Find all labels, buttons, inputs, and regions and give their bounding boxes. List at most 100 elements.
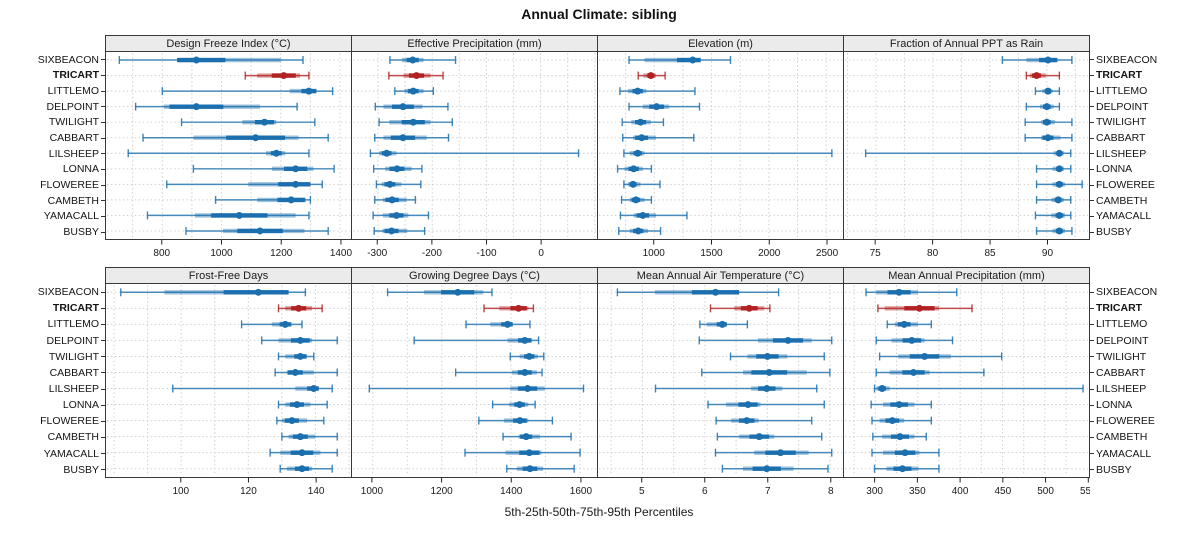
station-label-row: LITTLEMO (1090, 316, 1197, 332)
station-label: DELPOINT (1096, 334, 1149, 347)
station-label-row: DELPOINT (0, 99, 105, 115)
station-label: FLOWEREE (40, 415, 99, 428)
x-axis-tick-label: 75 (870, 248, 882, 259)
x-axis-tick-label: 0 (538, 248, 544, 259)
percentile-mark-sixbeacon (118, 56, 304, 64)
panel-strip-title: Growing Degree Days (°C) (351, 267, 598, 284)
percentile-mark-cabbart (622, 133, 695, 142)
station-label: BUSBY (63, 463, 99, 476)
panel-plot-area (597, 52, 844, 240)
station-labels-left-top: SIXBEACON TRICART LITTLEMO DELPOINT TWILIGHT… (0, 35, 105, 240)
panel-strip-title: Mean Annual Precipitation (mm) (843, 267, 1090, 284)
station-label-row: TRICART (1090, 68, 1197, 84)
station-label-row: YAMACALL (1090, 209, 1197, 225)
panel-strip-title: Fraction of Annual PPT as Rain (843, 35, 1090, 52)
y-axis-tick (101, 453, 105, 455)
percentile-mark-lilsheep (873, 384, 1084, 393)
percentile-mark-delpoint (374, 102, 449, 111)
y-axis-tick (101, 420, 105, 422)
y-axis-tick (101, 340, 105, 342)
percentile-mark-twilight (729, 352, 825, 361)
percentile-mark-lonna (277, 400, 328, 409)
percentile-mark-cambeth (620, 195, 653, 204)
panel-plot-area (843, 52, 1090, 240)
station-label-row: CABBART (0, 365, 105, 381)
station-label-row: BUSBY (0, 462, 105, 478)
panel-effective-precipitation-mm: Effective Precipitation (mm) -300 -200 -100… (351, 35, 598, 261)
y-axis-tick (1090, 231, 1094, 233)
station-label-row: TRICART (0, 300, 105, 316)
panel-plot-area (597, 284, 844, 478)
station-label-row: LITTLEMO (0, 316, 105, 332)
percentile-mark-yamacall (372, 211, 430, 220)
percentile-mark-sixbeacon (389, 56, 457, 64)
percentile-mark-cambeth (872, 432, 927, 441)
station-label-row: LONNA (1090, 397, 1197, 413)
percentile-mark-busby (279, 464, 333, 473)
station-label-row: BUSBY (0, 224, 105, 240)
x-axis-tick-label: 1000 (210, 248, 233, 259)
x-axis-tick-label: 7 (765, 486, 771, 497)
x-axis-mean-annual-precipitation-mm: 300 350 400 450 500 550 (866, 478, 1090, 497)
panel-mean-annual-air-temperature-c: Mean Annual Air Temperature (°C) 5 6 7 8 (597, 267, 844, 499)
y-axis-tick (1090, 90, 1094, 92)
station-label-row: SIXBEACON (1090, 52, 1197, 68)
station-label: LITTLEMO (1096, 85, 1148, 98)
percentile-mark-tricart (244, 71, 310, 80)
panel-strip-title: Effective Precipitation (mm) (351, 35, 598, 52)
x-axis-tick-label: -300 (367, 248, 387, 259)
x-axis-caption: 5th-25th-50th-75th-95th Percentiles (504, 505, 694, 519)
percentile-mark-twilight (277, 352, 315, 361)
x-axis-tick-label: 450 (994, 486, 1011, 497)
station-label-row: DELPOINT (1090, 332, 1197, 348)
station-label-row: CAMBETH (0, 193, 105, 209)
station-label: TRICART (52, 69, 99, 82)
y-axis-tick (101, 121, 105, 123)
percentile-mark-yamacall (464, 448, 581, 457)
percentile-mark-twilight (878, 352, 1003, 361)
percentile-mark-tricart (709, 304, 771, 313)
percentile-mark-twilight (378, 118, 453, 127)
percentile-mark-lilsheep (127, 149, 310, 158)
panel-strip-title: Design Freeze Index (°C) (105, 35, 352, 52)
x-axis-design-freeze-index-c: 800 1000 1200 1400 (153, 240, 352, 259)
percentile-mark-lonna (707, 400, 825, 409)
percentile-mark-delpoint (1025, 102, 1061, 111)
station-label-row: SIXBEACON (0, 284, 105, 300)
panels-top: Design Freeze Index (°C) 800 1000 1200 1400 E… (105, 35, 1090, 261)
station-label: TWILIGHT (1096, 350, 1147, 363)
percentile-mark-cabbart (701, 368, 831, 377)
station-label-row: BUSBY (1090, 224, 1197, 240)
panel-design-freeze-index-c: Design Freeze Index (°C) 800 1000 1200 1400 (105, 35, 352, 261)
station-label: CABBART (49, 132, 99, 145)
station-label-row: YAMACALL (0, 209, 105, 225)
percentile-mark-lilsheep (864, 149, 1072, 158)
x-axis-tick-label: 100 (172, 486, 189, 497)
station-label: SIXBEACON (1096, 286, 1158, 299)
station-label: CABBART (1096, 132, 1146, 145)
y-axis-tick (1090, 323, 1094, 325)
x-axis-tick-label: 1500 (700, 248, 723, 259)
y-axis-tick (101, 200, 105, 202)
percentile-mark-delpoint (261, 336, 338, 345)
percentile-mark-cambeth (1035, 195, 1072, 204)
station-label-row: DELPOINT (0, 332, 105, 348)
station-label-row: TRICART (0, 68, 105, 84)
station-label: SIXBEACON (1096, 53, 1158, 66)
station-label-row: CAMBETH (1090, 193, 1197, 209)
y-axis-tick (1090, 404, 1094, 406)
percentile-mark-littlemo (161, 87, 334, 96)
percentile-mark-cabbart (1024, 133, 1073, 142)
station-label-row: CABBART (1090, 130, 1197, 146)
y-axis-tick (1090, 153, 1094, 155)
x-axis-tick-label: 1000 (361, 486, 384, 497)
percentile-mark-tricart (483, 304, 535, 313)
station-label-row: TWILIGHT (1090, 349, 1197, 365)
station-label-row: LITTLEMO (0, 83, 105, 99)
x-axis-tick-label: 350 (909, 486, 926, 497)
percentile-mark-cambeth (374, 195, 417, 204)
y-axis-tick (1090, 372, 1094, 374)
y-axis-tick (101, 215, 105, 217)
percentile-mark-busby (721, 464, 829, 473)
panel-plot-area (843, 284, 1090, 478)
